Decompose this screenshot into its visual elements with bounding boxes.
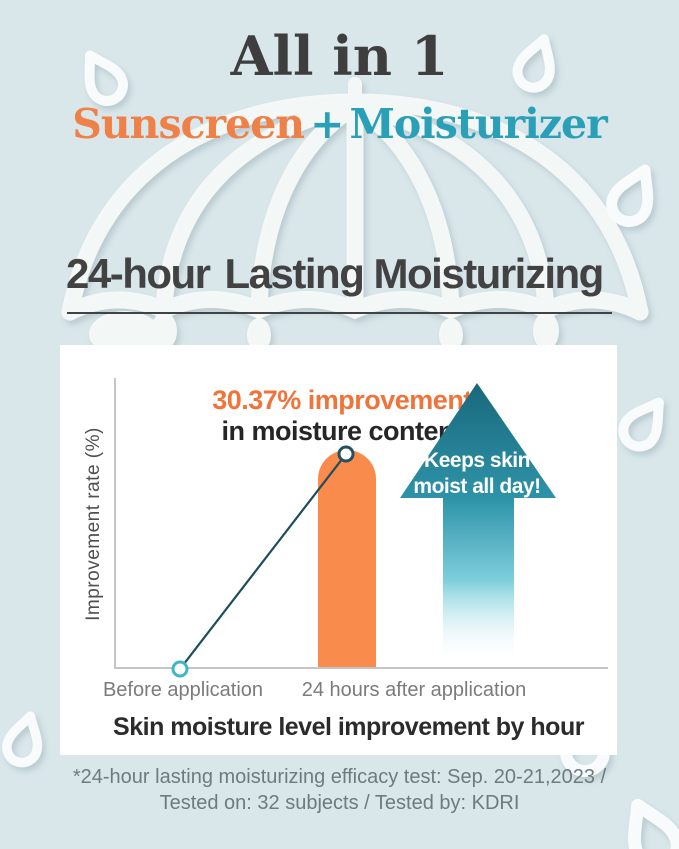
page-title: All in 1 <box>230 24 449 88</box>
annotation-highlight: 30.37% improvement <box>212 385 472 415</box>
chart-title: Skin moisture level improvement by hour <box>113 713 584 741</box>
section-heading-part1: 24-hour <box>66 250 211 297</box>
subtitle-plus-sign: + <box>310 100 344 148</box>
page-subtitle: Sunscreen + Moisturizer <box>0 100 679 148</box>
disclaimer-line1: *24-hour lasting moisturizing efficacy t… <box>72 766 607 788</box>
trend-connector <box>171 445 355 678</box>
arrow-label-line1: Keeps skin <box>424 449 530 472</box>
subtitle-moisturizer: Moisturizer <box>349 100 607 148</box>
marker-before-point <box>171 660 189 678</box>
test-disclaimer: *24-hour lasting moisturizing efficacy t… <box>0 764 679 816</box>
up-arrow-icon <box>400 383 556 661</box>
arrow-label: Keeps skin moist all day! <box>377 448 577 500</box>
annotation-subtext: in moisture content <box>221 416 463 446</box>
section-heading: 24-hour Lasting Moisturizing <box>66 250 626 298</box>
section-heading-part2: Lasting Moisturizing <box>224 250 605 297</box>
disclaimer-line2: Tested on: 32 subjects / Tested by: KDRI <box>159 792 520 814</box>
umbrella-icon <box>61 77 649 321</box>
x-axis-line <box>114 667 608 669</box>
chart-card: Improvement rate (%) 30.37% improvement … <box>60 345 617 755</box>
x-tick-24-hours-after: 24 hours after application <box>301 679 527 701</box>
improvement-annotation: 30.37% improvement in moisture content <box>160 385 524 447</box>
subtitle-sunscreen: Sunscreen <box>72 100 305 148</box>
arrow-label-line2: moist all day! <box>413 475 541 498</box>
chart-overlay <box>171 383 556 678</box>
heading-underline <box>67 312 612 314</box>
marker-after-point <box>337 445 355 463</box>
x-tick-before-application: Before application <box>102 679 264 701</box>
y-axis-line <box>114 378 116 668</box>
bar-24h-improvement <box>318 450 376 667</box>
